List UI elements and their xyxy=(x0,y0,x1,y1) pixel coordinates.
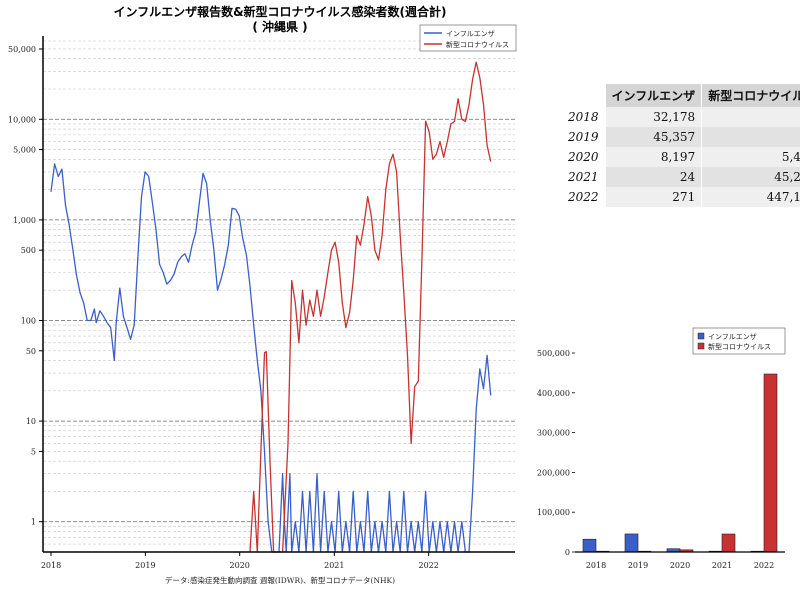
bars xyxy=(582,373,778,553)
bar-y-tick-label: 200,000 xyxy=(537,468,570,477)
table-cell-covid: 0 xyxy=(701,107,800,127)
table-cell-covid: 5,450 xyxy=(701,147,800,167)
legend: インフルエンザ 新型コロナウイルス xyxy=(419,24,517,52)
series-lines xyxy=(50,61,492,553)
table-cell-covid: 447,197 xyxy=(701,187,800,207)
bar-legend-label-flu: インフルエンザ xyxy=(708,333,757,341)
x-tick-label: 2020 xyxy=(230,561,250,570)
table-cell-flu: 8,197 xyxy=(605,147,703,167)
bar-y-tick-label: 400,000 xyxy=(537,389,570,398)
summary-table: インフルエンザ 新型コロナウイルス 2018 32,178 0 2019 45,… xyxy=(562,84,800,207)
table-cell-covid: 0 xyxy=(701,127,800,147)
series-line-flu xyxy=(50,163,492,553)
legend-box xyxy=(419,24,517,52)
y-tick-label: 10 xyxy=(26,417,36,426)
legend-label-flu: インフルエンザ xyxy=(446,30,495,38)
bar-legend: インフルエンザ 新型コロナウイルス xyxy=(692,327,786,355)
table-row: 2020 8,197 5,450 xyxy=(562,147,800,167)
x-axis-ticks: 2018 2019 2020 2021 2022 xyxy=(41,552,439,570)
x-tick-label: 2018 xyxy=(41,561,61,570)
table-row: 2019 45,357 0 xyxy=(562,127,800,147)
bar-flu xyxy=(582,538,597,553)
bar-x-tick-label: 2019 xyxy=(628,561,648,570)
y-axis-ticks: 1 5 10 50 100 500 1,000 5,000 10,000 50,000 xyxy=(8,45,43,527)
bar-covid xyxy=(763,373,778,553)
table-row: 2021 24 45,221 xyxy=(562,167,800,187)
bar-covid xyxy=(721,533,736,553)
bar-x-axis-ticks: 2018 2019 2020 2021 2022 xyxy=(586,561,774,570)
x-tick-label: 2021 xyxy=(324,561,344,570)
bar-y-tick-label: 300,000 xyxy=(537,429,570,438)
y-tick-label: 1,000 xyxy=(13,216,36,225)
y-tick-label: 10,000 xyxy=(8,115,36,124)
y-tick-label: 100 xyxy=(21,317,36,326)
table-header-blank xyxy=(562,84,606,107)
table-row: 2018 32,178 0 xyxy=(562,107,800,127)
bar-chart: 0 100,000 200,000 300,000 400,000 500,000 201… xyxy=(537,327,786,570)
y-tick-label: 5 xyxy=(31,447,36,456)
x-tick-label: 2019 xyxy=(135,561,155,570)
chart-subtitle: ( 沖縄県 ) xyxy=(252,19,307,34)
bar-legend-label-covid: 新型コロナウイルス xyxy=(708,342,771,351)
table-cell-year: 2021 xyxy=(562,167,606,187)
bar-x-tick-label: 2021 xyxy=(712,561,732,570)
series-line-covid xyxy=(249,61,492,553)
table-row: 2022 271 447,197 xyxy=(562,187,800,207)
bar-y-tick-label: 0 xyxy=(565,548,570,557)
table-cell-flu: 271 xyxy=(605,187,703,207)
y-tick-label: 50,000 xyxy=(8,45,36,54)
table-cell-flu: 45,357 xyxy=(605,127,703,147)
table-header-flu: インフルエンザ xyxy=(605,84,703,107)
bar-flu xyxy=(624,533,639,553)
line-chart: インフルエンザ報告数&新型コロナウイルス感染者数(週合計) ( 沖縄県 ) 1 5… xyxy=(8,4,517,585)
bar-y-axis-ticks: 0 100,000 200,000 300,000 400,000 500,000 xyxy=(537,349,575,557)
bar-y-tick-label: 500,000 xyxy=(537,349,570,358)
table-header-covid: 新型コロナウイルス xyxy=(701,84,800,107)
y-tick-label: 50 xyxy=(26,347,36,356)
x-tick-label: 2022 xyxy=(418,561,438,570)
source-note: データ:感染症発生動向調査 週報(IDWR)、新型コロナデータ(NHK) xyxy=(165,575,395,585)
table-cell-year: 2022 xyxy=(562,187,606,207)
bar-legend-swatch-flu xyxy=(697,332,705,340)
y-tick-label: 1 xyxy=(31,518,36,527)
chart-title: インフルエンザ報告数&新型コロナウイルス感染者数(週合計) xyxy=(113,4,446,19)
bar-x-tick-label: 2022 xyxy=(754,561,774,570)
grid-lines xyxy=(43,40,515,553)
table-cell-year: 2019 xyxy=(562,127,606,147)
table-cell-flu: 24 xyxy=(605,167,703,187)
y-tick-label: 500 xyxy=(21,246,36,255)
legend-label-covid: 新型コロナウイルス xyxy=(446,40,509,49)
table-header-row: インフルエンザ 新型コロナウイルス xyxy=(562,84,800,107)
bar-x-tick-label: 2018 xyxy=(586,561,606,570)
table-cell-covid: 45,221 xyxy=(701,167,800,187)
y-tick-label: 5,000 xyxy=(13,146,36,155)
bar-legend-box xyxy=(692,327,786,355)
table-cell-flu: 32,178 xyxy=(605,107,703,127)
bar-legend-swatch-covid xyxy=(697,342,705,350)
bar-y-tick-label: 100,000 xyxy=(537,508,570,517)
bar-x-tick-label: 2020 xyxy=(670,561,690,570)
table-cell-year: 2018 xyxy=(562,107,606,127)
table-cell-year: 2020 xyxy=(562,147,606,167)
